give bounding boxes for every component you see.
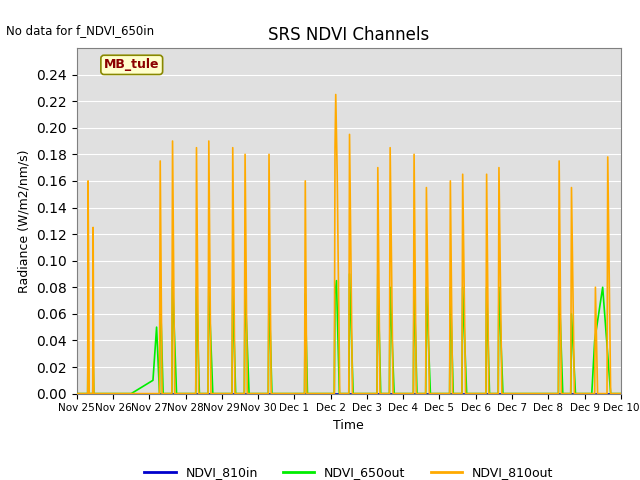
Legend: NDVI_810in, NDVI_650out, NDVI_810out: NDVI_810in, NDVI_650out, NDVI_810out bbox=[140, 461, 558, 480]
X-axis label: Time: Time bbox=[333, 419, 364, 432]
Text: MB_tule: MB_tule bbox=[104, 59, 159, 72]
Text: No data for f_NDVI_650in: No data for f_NDVI_650in bbox=[6, 24, 154, 37]
Y-axis label: Radiance (W/m2/nm/s): Radiance (W/m2/nm/s) bbox=[18, 149, 31, 292]
Title: SRS NDVI Channels: SRS NDVI Channels bbox=[268, 25, 429, 44]
